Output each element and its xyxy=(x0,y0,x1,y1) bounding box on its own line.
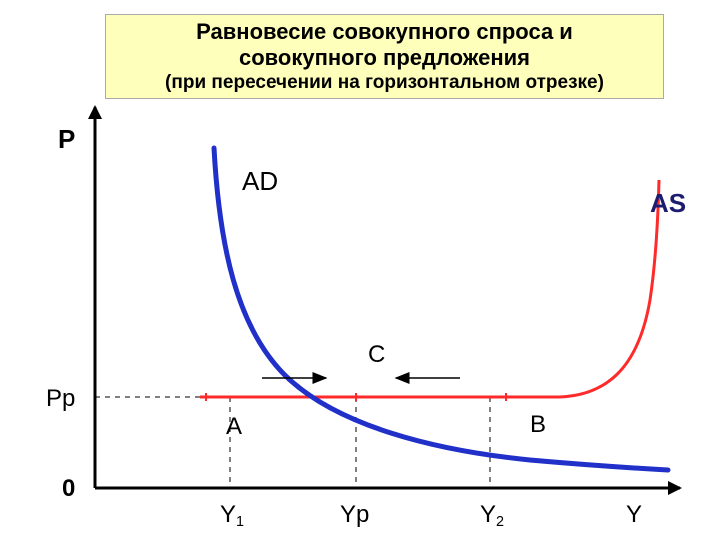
svg-text:Y: Y xyxy=(626,501,642,528)
svg-text:AS: AS xyxy=(650,188,686,218)
svg-text:A: A xyxy=(226,413,242,440)
svg-text:AD: AD xyxy=(242,166,278,196)
chart-container: Равновесие совокупного спроса и совокупн… xyxy=(0,0,720,540)
svg-text:B: B xyxy=(530,411,546,438)
svg-text:P: P xyxy=(58,124,75,154)
chart-svg: P 0 Рр Y Y1 Yр Y2 AD AS A B C xyxy=(0,0,720,540)
svg-text:Y2: Y2 xyxy=(480,501,504,530)
svg-text:Yр: Yр xyxy=(340,501,369,528)
svg-text:Y1: Y1 xyxy=(220,501,244,530)
svg-text:0: 0 xyxy=(62,475,75,502)
svg-text:C: C xyxy=(368,341,385,368)
svg-text:Рр: Рр xyxy=(46,385,75,412)
